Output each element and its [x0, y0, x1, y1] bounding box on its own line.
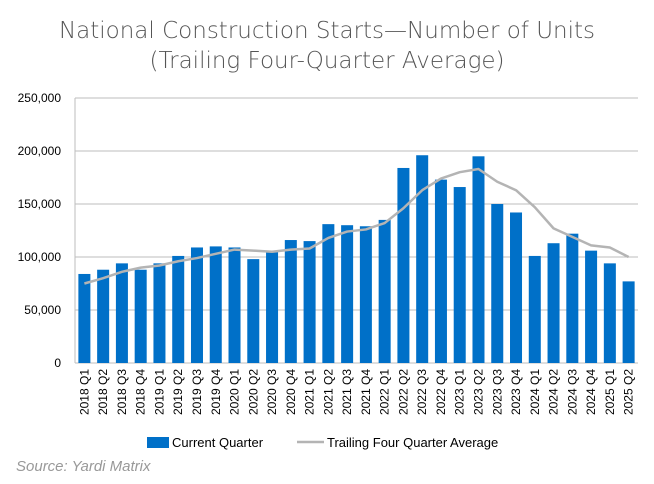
x-tick-label: 2024 Q3 — [565, 369, 579, 415]
legend-label-average: Trailing Four Quarter Average — [327, 435, 498, 450]
bar — [416, 155, 429, 363]
x-tick-label: 2019 Q3 — [190, 369, 204, 415]
y-tick-label: 100,000 — [18, 250, 62, 264]
x-tick-label: 2023 Q2 — [471, 369, 485, 415]
bar — [547, 243, 560, 363]
bar — [172, 255, 185, 363]
bar — [209, 246, 222, 363]
x-tick-label: 2022 Q1 — [378, 369, 392, 415]
bar — [266, 251, 279, 363]
x-tick-label: 2024 Q2 — [547, 369, 561, 415]
x-tick-label: 2025 Q1 — [603, 369, 617, 415]
x-tick-label: 2020 Q1 — [228, 369, 242, 415]
x-tick-label: 2018 Q4 — [134, 369, 148, 415]
bar — [247, 259, 260, 363]
bar — [510, 212, 523, 363]
bar — [378, 219, 391, 363]
x-tick-label: 2021 Q3 — [340, 369, 354, 415]
bar — [528, 255, 541, 363]
bar — [472, 156, 485, 363]
x-tick-label: 2023 Q3 — [490, 369, 504, 415]
x-tick-label: 2020 Q3 — [265, 369, 279, 415]
x-tick-label: 2019 Q4 — [209, 369, 223, 415]
x-tick-label: 2022 Q3 — [415, 369, 429, 415]
x-tick-label: 2019 Q2 — [171, 369, 185, 415]
bar — [434, 179, 447, 363]
chart-subtitle: (Trailing Four-Quarter Average) — [149, 48, 505, 74]
x-tick-label: 2024 Q1 — [528, 369, 542, 415]
bar — [190, 247, 203, 363]
bar — [97, 269, 110, 363]
y-tick-label: 250,000 — [18, 91, 62, 105]
x-tick-label: 2025 Q2 — [622, 369, 636, 415]
x-tick-label: 2019 Q1 — [152, 369, 166, 415]
y-tick-label: 200,000 — [18, 144, 62, 158]
bar — [359, 226, 372, 363]
chart-title: National Construction Starts—Number of U… — [58, 18, 596, 44]
bar — [78, 273, 91, 363]
x-tick-label: 2022 Q2 — [396, 369, 410, 415]
x-tick-label: 2020 Q4 — [284, 369, 298, 415]
legend: Current Quarter Trailing Four Quarter Ave… — [147, 435, 498, 450]
trailing-average-line — [84, 167, 630, 285]
x-tick-label: 2022 Q4 — [434, 369, 448, 415]
x-tick-label: 2018 Q2 — [96, 369, 110, 415]
y-tick-label: 0 — [54, 356, 61, 370]
bar — [228, 247, 241, 363]
bar — [115, 263, 128, 363]
bar — [322, 224, 335, 363]
legend-swatch-current-quarter — [147, 437, 169, 448]
bar — [153, 263, 166, 363]
bar — [303, 241, 316, 363]
bar — [622, 281, 635, 363]
bar — [134, 269, 147, 363]
x-tick-label: 2021 Q4 — [359, 369, 373, 415]
x-tick-label: 2023 Q4 — [509, 369, 523, 415]
legend-label-current-quarter: Current Quarter — [172, 435, 264, 450]
x-tick-label: 2024 Q4 — [584, 369, 598, 415]
y-tick-label: 50,000 — [24, 303, 61, 317]
x-tick-label: 2021 Q2 — [321, 369, 335, 415]
bar — [603, 263, 616, 363]
x-tick-label: 2018 Q3 — [115, 369, 129, 415]
x-tick-label: 2023 Q1 — [453, 369, 467, 415]
bar — [341, 225, 354, 363]
bar — [397, 167, 410, 363]
source-note: Source: Yardi Matrix — [16, 458, 151, 475]
bar — [453, 187, 466, 363]
x-tick-label: 2021 Q1 — [303, 369, 317, 415]
x-tick-label: 2018 Q1 — [77, 369, 91, 415]
bar — [491, 204, 504, 363]
y-tick-label: 150,000 — [18, 197, 62, 211]
x-tick-label: 2020 Q2 — [246, 369, 260, 415]
bar — [566, 233, 579, 363]
bar — [284, 240, 297, 363]
bar — [585, 250, 598, 363]
